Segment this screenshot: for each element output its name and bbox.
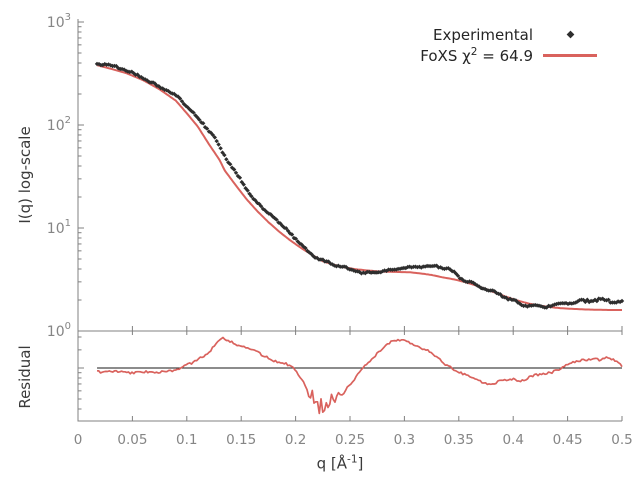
legend-symbol-foxs — [533, 54, 607, 57]
legend-foxs-chi-value: = 64.9 — [477, 47, 533, 65]
y-tick-label: 100 — [47, 321, 71, 340]
legend-foxs-text: FoXS χ — [420, 47, 471, 65]
legend-entry-experimental: Experimental — [395, 24, 607, 45]
legend-symbol-experimental — [533, 30, 607, 39]
x-tick-label: 0.3 — [394, 432, 415, 448]
x-axis-title-exponent: -1 — [347, 453, 358, 466]
fit-line-sample-icon — [543, 54, 597, 57]
legend-label-experimental: Experimental — [432, 25, 533, 44]
x-axis-title-close: ] — [357, 454, 364, 473]
x-tick-label: 0 — [74, 432, 83, 448]
x-tick-label: 0.4 — [502, 432, 523, 448]
x-tick-label: 0.1 — [176, 432, 197, 448]
y-tick-label: 101 — [47, 218, 71, 237]
legend-label-foxs: FoXS χ2 = 64.9 — [395, 46, 533, 65]
tick-marks — [78, 21, 623, 421]
x-tick-label: 0.15 — [226, 432, 256, 448]
y-tick-label: 102 — [47, 115, 71, 134]
diamond-marker-icon — [566, 30, 574, 39]
x-axis-title-base: q [Å — [316, 454, 348, 473]
axes — [77, 19, 622, 422]
x-tick-label: 0.25 — [335, 432, 365, 448]
x-axis-title: q [Å-1] — [317, 454, 364, 473]
tick-labels: 100 101 102 103 0 0.05 0.1 0.15 0.2 0.25 0.3 0.35 0.… — [47, 12, 633, 448]
y-axis-title-main: I(q) log-scale — [16, 126, 34, 224]
legend-entry-foxs: FoXS χ2 = 64.9 — [395, 45, 607, 66]
x-tick-label: 0.45 — [553, 432, 583, 448]
legend: Experimental FoXS χ2 = 64.9 — [395, 24, 607, 66]
y-tick-label: 103 — [47, 12, 71, 31]
x-tick-label: 0.5 — [611, 432, 632, 448]
residual-curve — [96, 336, 623, 415]
y-axis-title-residual: Residual — [16, 345, 34, 409]
x-tick-label: 0.05 — [117, 432, 147, 448]
x-tick-label: 0.35 — [444, 432, 474, 448]
x-tick-label: 0.2 — [285, 432, 306, 448]
legend-foxs-chi-exponent: 2 — [470, 46, 478, 58]
